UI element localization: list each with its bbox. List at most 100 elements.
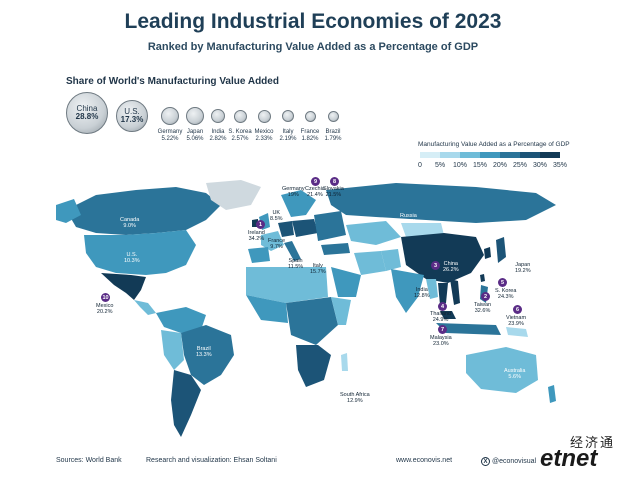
label-vietnam: Vietnam 23.9% xyxy=(506,315,527,328)
region-usa xyxy=(84,230,196,275)
rank-badge-taiwan: 2 xyxy=(481,292,490,301)
region-new-zealand xyxy=(548,385,556,403)
label-france: France 9.7% xyxy=(268,238,286,251)
label-australia: Australia 5.6% xyxy=(504,368,526,381)
region-skorea xyxy=(484,247,491,259)
bubble-germany xyxy=(161,107,179,125)
region-central-europe xyxy=(292,219,318,237)
label-canada: Canada 9.0% xyxy=(120,217,140,230)
label-czechia: Czechia 21.4% xyxy=(305,186,325,199)
legend-swatch xyxy=(480,152,500,158)
region-east-africa xyxy=(331,297,351,325)
label-taiwan: Taiwan 32.6% xyxy=(474,302,492,315)
legend-swatch xyxy=(420,152,440,158)
region-argentina-chile xyxy=(171,370,201,437)
bubble-japan xyxy=(186,107,204,125)
region-mexico xyxy=(101,273,146,300)
region-germany xyxy=(278,221,294,237)
bubble-caption-japan: Japan 5.06% xyxy=(186,129,204,142)
region-brazil xyxy=(181,325,234,385)
world-map xyxy=(56,180,556,437)
region-spain xyxy=(248,247,270,263)
legend-swatch xyxy=(500,152,520,158)
region-colombia-venezuela xyxy=(156,307,206,333)
region-malaysia xyxy=(440,311,456,319)
rank-badge-czechia: 9 xyxy=(311,177,320,186)
label-japan: Japan 19.2% xyxy=(515,262,531,275)
social-handle-text: @econovisual xyxy=(492,458,537,465)
region-thailand xyxy=(438,283,448,305)
bubble-caption-india: India 2.82% xyxy=(209,129,227,142)
label-us: U.S. 10.3% xyxy=(124,252,140,265)
label-slovakia: Slovakia 21.5% xyxy=(323,186,344,199)
bubble-skorea xyxy=(234,110,247,123)
legend-tick: 0 xyxy=(418,162,422,169)
legend-tick: 35% xyxy=(552,162,567,169)
bubble-mexico xyxy=(258,110,271,123)
rank-badge-skorea: 5 xyxy=(498,278,507,287)
legend-tick: 10% xyxy=(452,162,467,169)
region-russia xyxy=(326,183,556,223)
region-canada xyxy=(66,187,221,235)
region-italy xyxy=(284,241,301,261)
rank-badge-ireland: 1 xyxy=(256,220,265,229)
bubble-label: U.S. xyxy=(124,106,140,116)
legend-swatch xyxy=(520,152,540,158)
rank-badge-thailand: 4 xyxy=(438,302,447,311)
region-kazakhstan xyxy=(346,221,401,245)
bubble-italy xyxy=(282,110,294,122)
region-vietnam xyxy=(450,279,460,305)
label-italy: Italy 15.7% xyxy=(310,263,326,276)
label-spain: Spain 11.5% xyxy=(288,258,304,271)
bubble-caption-brazil: Brazil 1.79% xyxy=(324,129,342,142)
label-germany: Germany 19% xyxy=(282,186,305,199)
region-pakistan xyxy=(381,249,401,271)
region-north-africa xyxy=(246,267,328,303)
region-saudi xyxy=(331,267,361,297)
region-myanmar xyxy=(426,279,438,299)
legend-tick: 25% xyxy=(512,162,527,169)
region-png xyxy=(506,327,528,337)
region-greenland xyxy=(206,180,261,210)
label-thailand: Thailand 24.9% xyxy=(430,311,452,324)
label-china: China 26.2% xyxy=(443,261,459,274)
label-south-africa: South Africa 12.9% xyxy=(340,392,370,405)
label-uk: UK 8.5% xyxy=(270,210,283,223)
region-southern-africa xyxy=(296,345,331,387)
region-china xyxy=(401,233,484,283)
rank-badge-vietnam: 6 xyxy=(513,305,522,314)
label-skorea: S. Korea 24.3% xyxy=(495,288,517,301)
bubble-caption-france: France 1.82% xyxy=(300,129,320,142)
bubble-caption-germany: Germany 5.22% xyxy=(157,129,183,142)
legend-tick: 20% xyxy=(492,162,507,169)
region-alaska xyxy=(56,199,81,223)
region-indonesia xyxy=(436,323,501,335)
region-japan xyxy=(496,237,506,263)
social-handle[interactable]: X @econovisual xyxy=(481,457,536,466)
region-peru-bolivia xyxy=(161,330,184,370)
watermark-chinese: 经济通 xyxy=(570,435,616,450)
bubble-china: China 28.8% xyxy=(66,92,108,134)
region-central-africa xyxy=(286,297,338,345)
legend-title: Manufacturing Value Added as a Percentag… xyxy=(418,141,570,148)
page-title: Leading Industrial Economies of 2023 xyxy=(124,10,502,33)
source-note: Sources: World Bank xyxy=(56,457,122,464)
website-link[interactable]: www.econovis.net xyxy=(396,457,453,464)
legend-tick: 5% xyxy=(434,162,446,169)
bubble-value: 28.8% xyxy=(75,111,99,121)
region-australia xyxy=(466,347,538,393)
rank-badge-mexico: 10 xyxy=(101,293,110,302)
region-eastern-europe xyxy=(314,211,346,241)
legend-swatch xyxy=(460,152,480,158)
legend-swatch xyxy=(440,152,460,158)
region-west-africa xyxy=(246,295,288,323)
legend-color-bar xyxy=(420,152,560,158)
bubble-caption-italy: Italy 2.19% xyxy=(279,129,297,142)
label-ireland: Ireland 34.2% xyxy=(248,230,265,243)
region-india xyxy=(391,269,424,313)
region-iran xyxy=(354,251,386,275)
watermark-logo: etnet xyxy=(540,445,598,472)
label-malaysia: Malaysia 23.0% xyxy=(430,335,452,348)
page-subtitle: Ranked by Manufacturing Value Added as a… xyxy=(147,41,479,53)
label-brazil: Brazil 13.3% xyxy=(196,346,212,359)
